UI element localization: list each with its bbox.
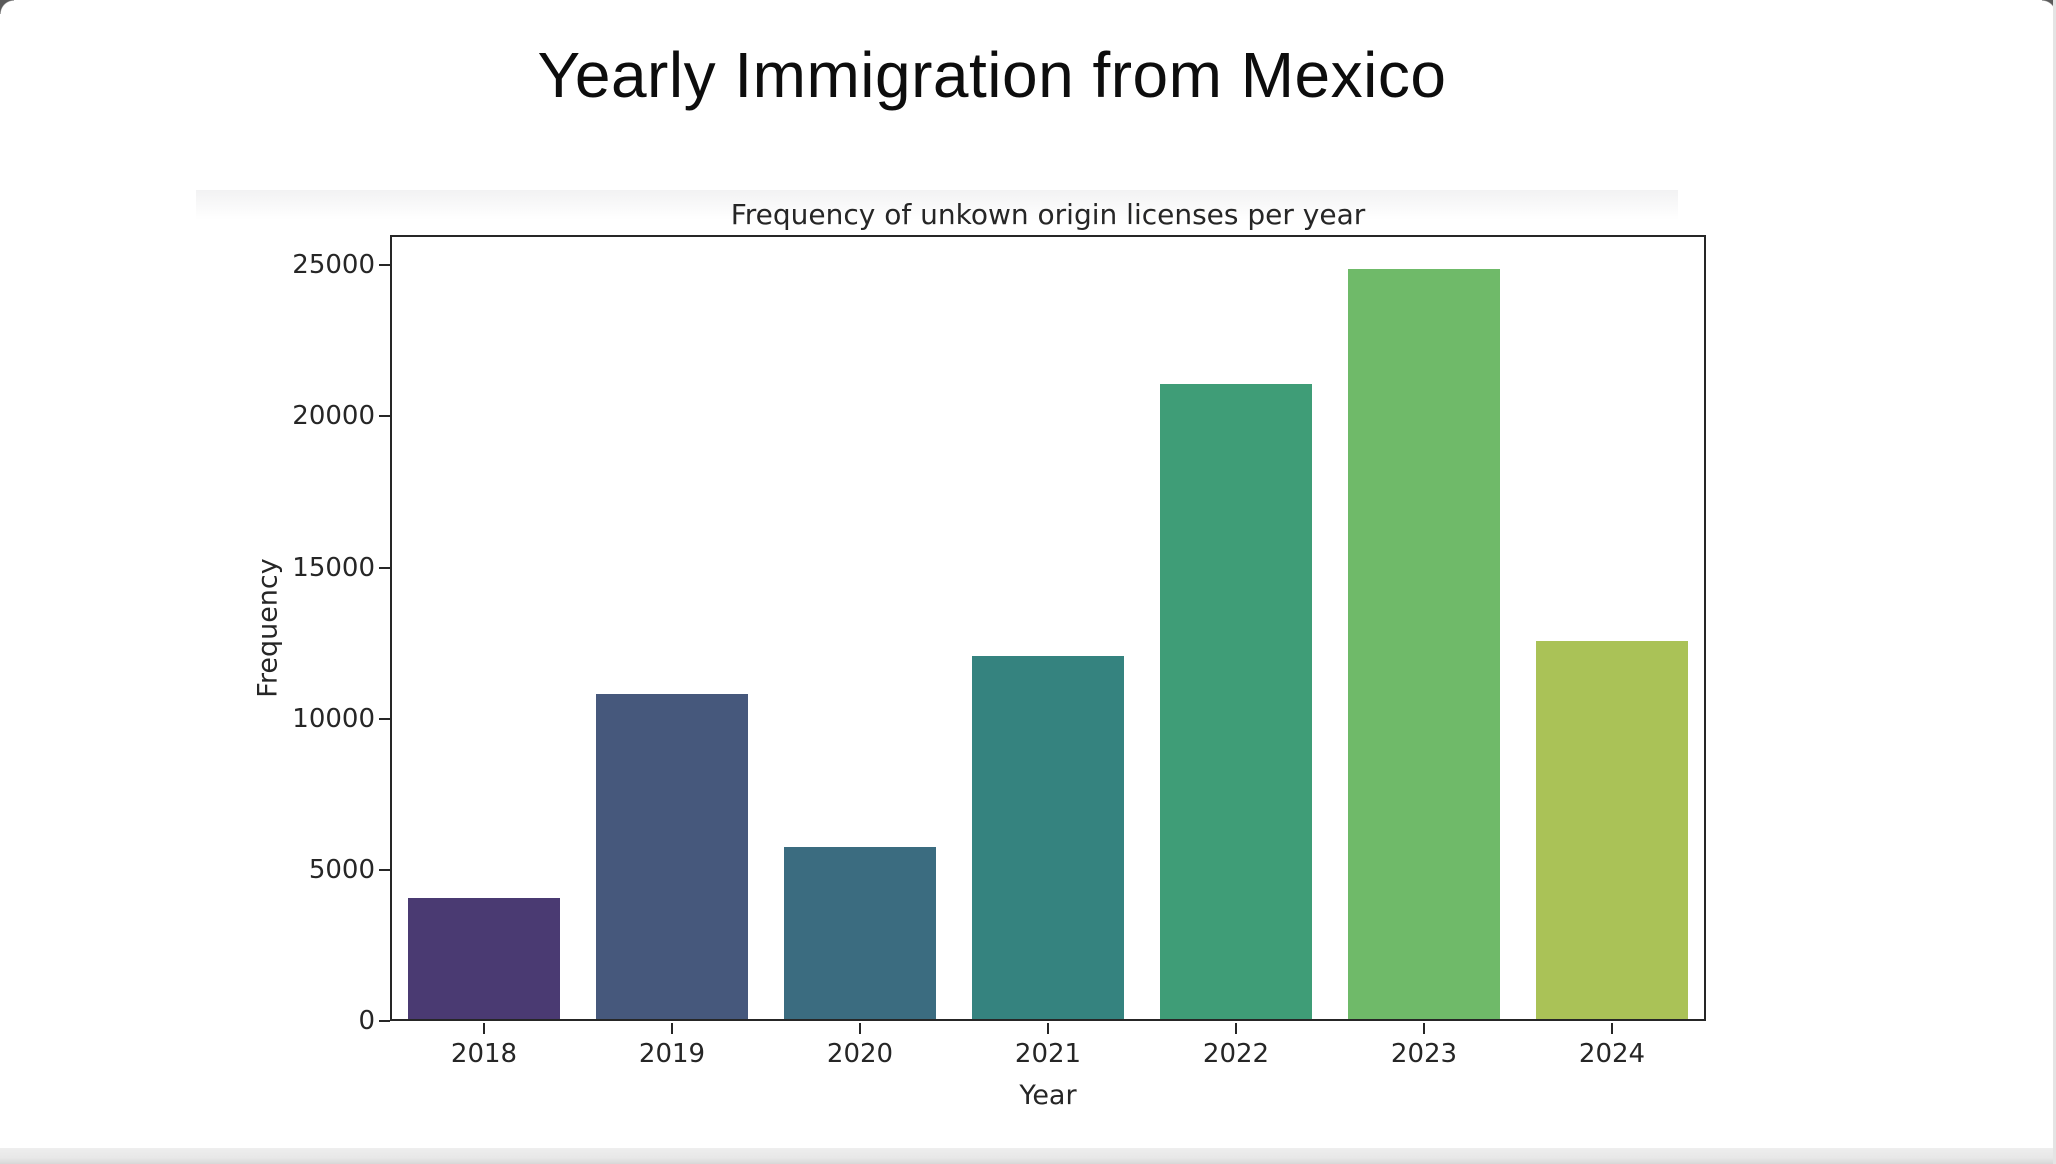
y-tick-label: 10000 <box>292 703 375 734</box>
x-axis-label: Year <box>1019 1080 1077 1111</box>
window-bottom-edge <box>0 1148 2056 1164</box>
window-corner-top-left <box>0 0 14 14</box>
x-tick-mark <box>1611 1023 1613 1034</box>
bar-2018 <box>408 898 560 1019</box>
x-tick-mark <box>1423 1023 1425 1034</box>
slide-title: Yearly Immigration from Mexico <box>537 39 1447 111</box>
x-tick-label: 2023 <box>1390 1039 1458 1069</box>
x-tick-label: 2018 <box>450 1039 518 1069</box>
x-tick-label: 2022 <box>1202 1039 1270 1069</box>
x-tick-mark <box>1235 1023 1237 1034</box>
x-tick-mark <box>1047 1023 1049 1034</box>
bar-2024 <box>1536 641 1688 1019</box>
bar-2023 <box>1348 269 1500 1019</box>
bar-2020 <box>784 847 936 1019</box>
y-tick-label: 15000 <box>292 552 375 583</box>
y-tick-mark <box>379 566 390 569</box>
window-right-edge <box>2053 0 2056 1164</box>
x-tick-label: 2019 <box>638 1039 706 1069</box>
bar-2022 <box>1160 384 1312 1019</box>
y-tick-label: 5000 <box>308 854 375 885</box>
chart-figure: Frequency of unkown origin licenses per … <box>196 190 1723 1126</box>
bar-2021 <box>972 656 1124 1019</box>
y-tick-mark <box>379 868 390 871</box>
x-tick-label: 2021 <box>1014 1039 1082 1069</box>
y-tick-label: 0 <box>358 1006 375 1036</box>
y-tick-mark <box>379 717 390 720</box>
y-tick-label: 20000 <box>292 401 375 432</box>
x-tick-mark <box>671 1023 673 1034</box>
chart-title: Frequency of unkown origin licenses per … <box>730 198 1366 231</box>
figure-top-shadow <box>196 190 1678 220</box>
window-corner-top-right <box>2042 0 2056 14</box>
x-tick-mark <box>859 1023 861 1034</box>
x-tick-label: 2020 <box>826 1039 894 1069</box>
y-tick-mark <box>379 415 390 418</box>
y-tick-label: 25000 <box>292 250 375 281</box>
plot-area <box>390 235 1706 1021</box>
y-tick-mark <box>379 264 390 267</box>
x-tick-mark <box>483 1023 485 1034</box>
bar-2019 <box>596 694 748 1019</box>
y-axis-label: Frequency <box>252 558 284 698</box>
y-tick-mark <box>379 1020 390 1022</box>
x-tick-label: 2024 <box>1578 1039 1646 1069</box>
